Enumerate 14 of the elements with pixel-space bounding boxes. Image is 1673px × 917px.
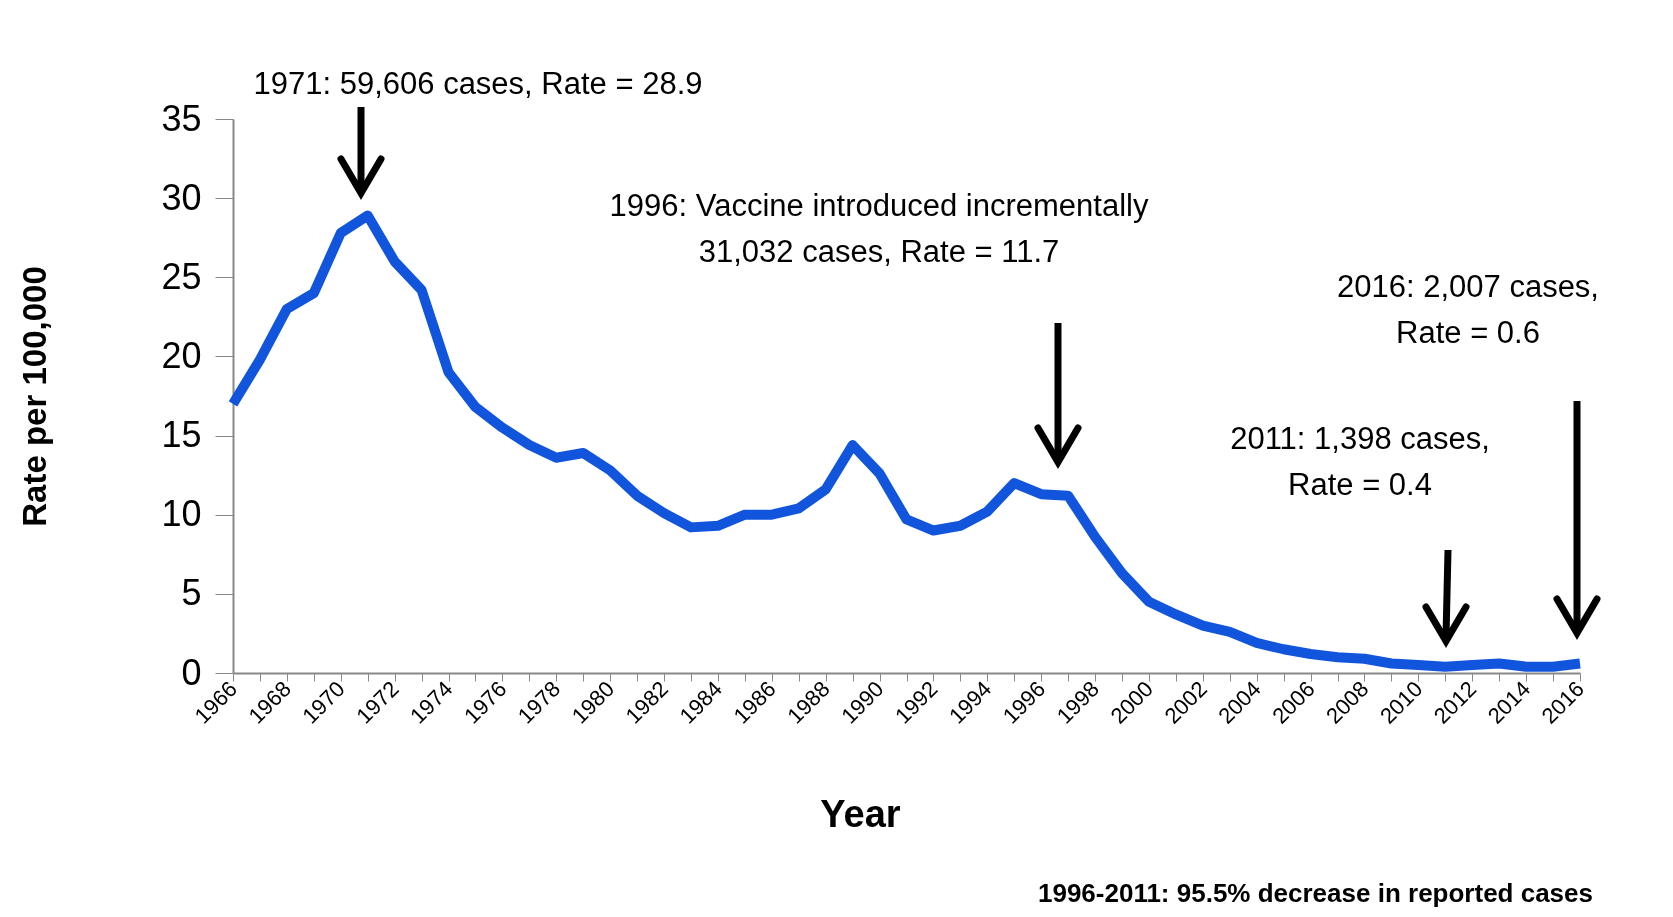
y-axis-title: Rate per 100,000 xyxy=(15,266,53,527)
y-tick-label: 10 xyxy=(161,493,202,535)
annotation: 2011: 1,398 cases, Rate = 0.4 xyxy=(1230,421,1490,502)
text: 1996-2011: 95.5% decrease in reported cases xyxy=(1037,878,1593,908)
y-tick-label: 25 xyxy=(161,255,202,297)
y-tick-label: 35 xyxy=(161,97,202,139)
annotation: 1996: Vaccine introduced incrementally 31,032 cases, Rate = 11.7 xyxy=(609,188,1149,269)
y-tick-label: 15 xyxy=(161,414,202,456)
text: 1971: 59,606 cases, Rate = 28.9 xyxy=(253,66,703,101)
y-tick-label: 30 xyxy=(161,176,202,218)
annotation: 2016: 2,007 cases, Rate = 0.6 xyxy=(1337,269,1599,350)
y-tick-label: 20 xyxy=(161,334,202,376)
y-tick-label: 5 xyxy=(181,572,202,614)
x-axis-title: Year xyxy=(820,792,901,835)
